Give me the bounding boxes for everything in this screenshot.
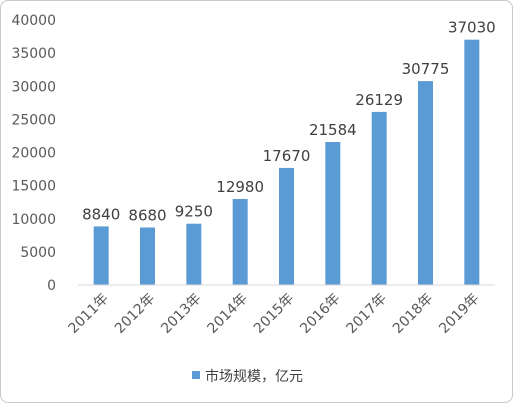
data-label: 17670 xyxy=(263,147,311,165)
y-tick-label: 20000 xyxy=(11,146,56,162)
y-tick-label: 40000 xyxy=(11,13,56,29)
bar xyxy=(464,39,480,285)
bar xyxy=(186,223,202,285)
legend-label: 市场规模，亿元 xyxy=(205,368,303,385)
data-label: 12980 xyxy=(216,178,264,196)
y-axis: 0 5000 10000 15000 20000 25000 30000 35000 40000 xyxy=(11,13,56,294)
y-tick-label: 35000 xyxy=(11,46,56,62)
bar xyxy=(93,226,109,285)
y-tick-label: 5000 xyxy=(20,245,56,261)
y-tick-label: 15000 xyxy=(11,179,56,195)
x-tick-label: 2019年 xyxy=(436,291,482,337)
x-tick-label: 2014年 xyxy=(205,291,251,337)
legend-swatch xyxy=(192,371,200,379)
bar xyxy=(279,167,294,285)
data-label: 8840 xyxy=(82,205,120,223)
x-tick-label: 2018年 xyxy=(390,291,436,337)
x-tick-label: 2017年 xyxy=(344,291,390,337)
bar xyxy=(418,81,433,285)
y-tick-label: 0 xyxy=(47,278,56,294)
data-label: 21584 xyxy=(309,121,357,139)
x-axis: 2011年 2012年 2013年 2014年 2015年 2016年 2017年 2018年… xyxy=(66,284,495,337)
y-tick-label: 10000 xyxy=(11,212,56,228)
x-tick-label: 2016年 xyxy=(297,291,343,337)
data-label: 8680 xyxy=(128,206,166,224)
data-label: 9250 xyxy=(175,203,213,221)
bar xyxy=(140,227,155,285)
x-tick-label: 2015年 xyxy=(251,291,297,337)
x-tick-label: 2011年 xyxy=(66,291,112,337)
x-tick-label: 2013年 xyxy=(158,291,204,337)
data-label: 26129 xyxy=(355,91,403,109)
bar xyxy=(371,111,387,285)
bar xyxy=(325,142,341,285)
y-tick-label: 30000 xyxy=(11,79,56,95)
y-tick-label: 25000 xyxy=(11,112,56,128)
legend: 市场规模，亿元 xyxy=(192,368,303,385)
data-label: 30775 xyxy=(402,60,450,78)
bar xyxy=(232,199,248,285)
x-tick-label: 2012年 xyxy=(112,291,158,337)
data-label: 37030 xyxy=(448,19,496,37)
bars xyxy=(93,39,480,285)
